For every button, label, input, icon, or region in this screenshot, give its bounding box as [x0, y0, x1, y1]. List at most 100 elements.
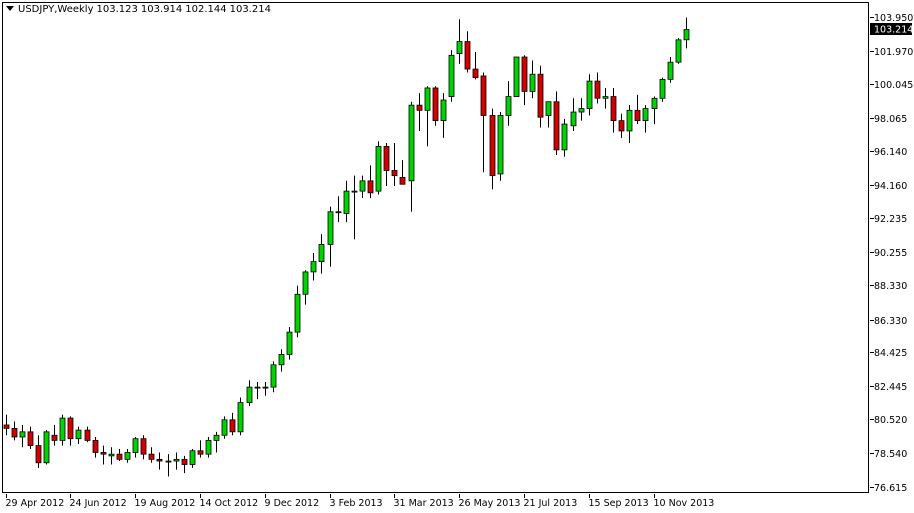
- candle-body: [529, 73, 536, 92]
- candle-body: [513, 56, 520, 97]
- candle-body: [594, 80, 601, 99]
- candle-body: [359, 180, 366, 192]
- candle-body: [318, 244, 325, 263]
- candle-body: [51, 434, 58, 441]
- time-tick-label: 14 Oct 2012: [200, 498, 259, 509]
- price-tick-label: 101.970: [874, 47, 913, 58]
- time-tick-label: 15 Sep 2013: [589, 498, 649, 509]
- candle-body: [181, 458, 188, 465]
- price-tick-label: 84.425: [874, 348, 907, 359]
- candle-body: [497, 115, 504, 175]
- time-tick-label: 31 Mar 2013: [394, 498, 454, 509]
- candle-body: [642, 108, 649, 122]
- price-tick-label: 90.255: [874, 248, 907, 259]
- candle-body: [310, 261, 317, 273]
- candle-body: [578, 108, 585, 113]
- candle-body: [294, 293, 301, 333]
- candle-body: [537, 73, 544, 118]
- candle-body: [35, 445, 42, 464]
- time-tick-label: 3 Feb 2013: [330, 498, 383, 509]
- candle-body: [116, 453, 123, 460]
- candle-body: [213, 434, 220, 441]
- candle-body: [205, 440, 212, 455]
- candle-body: [156, 458, 163, 462]
- candle-body: [448, 54, 455, 97]
- candle-body: [570, 111, 577, 127]
- candle-body: [92, 440, 99, 453]
- dropdown-triangle-icon[interactable]: [6, 6, 14, 11]
- price-tick-label: 80.520: [874, 415, 907, 426]
- candle-body: [521, 56, 528, 92]
- candle-body: [229, 419, 236, 433]
- candle-body: [375, 146, 382, 192]
- candle-body: [270, 364, 277, 388]
- candle-body: [667, 61, 674, 80]
- candle-body: [3, 424, 10, 429]
- candle-body: [675, 39, 682, 63]
- candle-body: [634, 109, 641, 122]
- candle-body: [408, 104, 415, 182]
- candle-body: [432, 87, 439, 122]
- candle-body: [11, 427, 18, 438]
- candle-body: [456, 41, 463, 54]
- current-price-label: 103.214: [874, 25, 913, 36]
- candle-body: [480, 75, 487, 116]
- candle-body: [140, 438, 147, 455]
- price-tick-label: 96.140: [874, 147, 907, 158]
- price-tick-label: 103.950: [874, 13, 913, 24]
- time-tick-label: 19 Aug 2012: [135, 498, 196, 509]
- candle-body: [424, 87, 431, 111]
- current-price-tag: [870, 23, 912, 35]
- candle-body: [391, 170, 398, 177]
- candle-body: [165, 460, 172, 463]
- time-tick-label: 9 Dec 2012: [265, 498, 320, 509]
- candle-body: [416, 104, 423, 111]
- close-value: 103.214: [229, 4, 271, 15]
- candle-body: [626, 109, 633, 132]
- candle-body: [43, 431, 50, 464]
- time-tick-label: 29 Apr 2012: [6, 498, 65, 509]
- candle-body: [100, 452, 107, 455]
- candle-body: [464, 41, 471, 70]
- candle-body: [221, 419, 228, 436]
- candle-body: [189, 450, 196, 465]
- price-tick-label: 100.045: [874, 80, 913, 91]
- candle-body: [489, 115, 496, 177]
- candle-body: [553, 101, 560, 151]
- symbol-label: USDJPY,Weekly: [18, 4, 94, 15]
- candle-body: [586, 80, 593, 109]
- candle-body: [602, 96, 609, 99]
- low-value: 102.144: [185, 4, 227, 15]
- candle-body: [27, 431, 34, 446]
- price-tick-label: 94.160: [874, 181, 907, 192]
- candle-body: [286, 331, 293, 355]
- candle-body: [545, 101, 552, 116]
- candle-body: [59, 417, 66, 441]
- candle-body: [237, 402, 244, 433]
- candle-body: [246, 386, 253, 403]
- candle-body: [659, 78, 666, 99]
- candle-body: [351, 190, 358, 193]
- candle-body: [278, 354, 285, 366]
- candle-body: [148, 453, 155, 460]
- candle-body: [505, 96, 512, 116]
- candle-body: [383, 146, 390, 171]
- open-value: 103.123: [96, 4, 138, 15]
- price-tick-label: 86.330: [874, 316, 907, 327]
- candle-body: [173, 458, 180, 462]
- price-tick-label: 82.445: [874, 382, 907, 393]
- price-tick-label: 78.540: [874, 449, 907, 460]
- candle-body: [610, 96, 617, 122]
- price-tick-label: 98.065: [874, 114, 907, 125]
- candle-body: [683, 29, 690, 41]
- candle-body: [399, 176, 406, 185]
- price-tick-label: 92.235: [874, 214, 907, 225]
- candle-body: [124, 452, 131, 460]
- candle-body: [440, 99, 447, 122]
- candle-body: [472, 68, 479, 79]
- plot-frame: [2, 2, 869, 493]
- candle-body: [343, 190, 350, 214]
- candle-body: [67, 417, 74, 440]
- candle-body: [197, 450, 204, 455]
